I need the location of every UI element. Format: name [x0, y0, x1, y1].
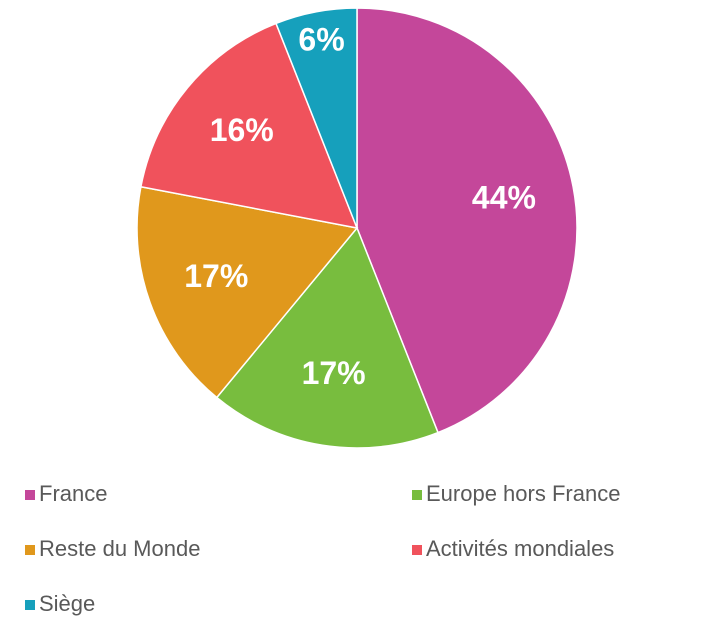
data-label: 44%: [472, 179, 536, 215]
legend-swatch: [25, 545, 35, 555]
legend-label: Siège: [39, 591, 95, 616]
legend-swatch: [25, 600, 35, 610]
legend-label: France: [39, 481, 107, 506]
data-label: 17%: [302, 355, 366, 391]
legend-swatch: [25, 490, 35, 500]
pie-slice: [140, 22, 359, 229]
legend-label: Europe hors France: [426, 481, 620, 506]
pie-slice: [356, 7, 578, 434]
legend-swatch: [412, 490, 422, 500]
pie-slice: [136, 185, 359, 399]
data-label: 17%: [184, 258, 248, 294]
legend-label: Activités mondiales: [426, 536, 614, 561]
data-label: 6%: [298, 22, 344, 58]
pie-slice: [215, 226, 439, 449]
legend-swatch: [412, 545, 422, 555]
data-label: 16%: [210, 112, 274, 148]
legend-label: Reste du Monde: [39, 536, 200, 561]
pie-slice: [275, 7, 358, 229]
